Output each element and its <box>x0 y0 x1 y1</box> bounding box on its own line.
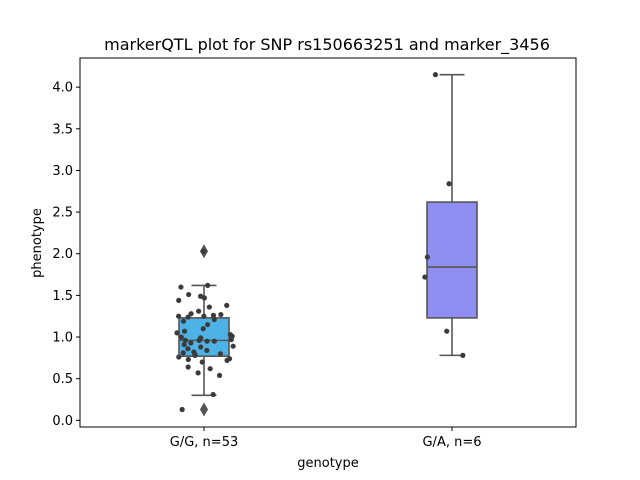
plot-frame <box>79 57 577 428</box>
data-point <box>432 72 439 78</box>
data-point <box>210 312 217 318</box>
y-axis-label: phenotype <box>30 208 45 278</box>
data-point <box>175 313 182 319</box>
data-point <box>211 316 217 323</box>
data-point <box>211 338 217 344</box>
data-point <box>198 344 204 350</box>
data-point <box>446 181 452 187</box>
data-point <box>185 364 191 370</box>
y-tick-label: 0.0 <box>52 414 73 429</box>
data-point <box>180 350 186 356</box>
data-point <box>444 328 450 334</box>
data-point <box>176 297 182 303</box>
data-point <box>182 337 188 343</box>
data-point <box>205 321 211 328</box>
data-point <box>199 359 205 365</box>
data-point <box>196 337 202 343</box>
data-point <box>181 328 188 334</box>
data-point <box>218 311 224 318</box>
box-group-2 <box>422 72 478 358</box>
box-series <box>174 72 478 417</box>
y-tick-label: 3.5 <box>52 122 73 137</box>
box-iqr <box>426 201 478 319</box>
data-point <box>216 372 223 378</box>
data-point <box>204 338 210 344</box>
data-point <box>186 291 192 298</box>
data-point <box>185 314 191 320</box>
data-point <box>224 357 230 363</box>
data-point <box>228 336 234 343</box>
data-point <box>230 343 236 349</box>
x-tick-label: G/A, n=6 <box>422 435 481 450</box>
chart-title: markerQTL plot for SNP rs150663251 and m… <box>104 35 550 55</box>
y-tick-label: 3.0 <box>52 164 73 179</box>
data-point <box>205 282 211 288</box>
data-point <box>181 341 187 348</box>
data-point <box>206 304 212 310</box>
data-point <box>185 356 191 363</box>
y-tick-label: 2.5 <box>52 206 73 221</box>
data-point <box>195 370 201 376</box>
data-point <box>178 284 184 290</box>
data-point <box>196 308 202 314</box>
data-point <box>188 311 194 317</box>
data-point <box>174 330 180 336</box>
data-point <box>210 391 216 398</box>
data-point <box>424 254 431 260</box>
outlier-marker <box>199 402 209 417</box>
x-axis: G/G, n=53 G/A, n=6 <box>170 427 482 450</box>
data-point <box>201 295 207 301</box>
plot-area <box>79 57 577 428</box>
data-point <box>224 302 230 308</box>
box-group-1 <box>174 244 236 417</box>
data-point <box>200 248 207 254</box>
data-point <box>192 352 198 358</box>
y-tick-label: 2.0 <box>52 247 73 262</box>
y-tick-label: 1.0 <box>52 331 73 346</box>
y-tick-label: 4.0 <box>52 81 73 96</box>
data-point <box>204 347 210 353</box>
data-point <box>217 351 223 357</box>
data-point <box>185 346 191 352</box>
data-point <box>179 406 185 413</box>
x-tick-label: G/G, n=53 <box>170 435 238 450</box>
data-point <box>460 352 466 358</box>
x-axis-label: genotype <box>297 456 358 471</box>
data-point <box>207 366 213 372</box>
data-point <box>200 326 206 332</box>
data-point <box>176 354 182 360</box>
data-point <box>201 313 207 319</box>
data-point <box>178 334 184 340</box>
data-point <box>422 274 428 280</box>
data-point <box>180 318 187 324</box>
data-point <box>188 340 194 346</box>
y-tick-label: 0.5 <box>52 372 73 387</box>
y-axis: 0.0 0.5 1.0 1.5 2.0 2.5 3.0 3.5 4.0 <box>52 81 80 429</box>
y-tick-label: 1.5 <box>52 289 73 304</box>
